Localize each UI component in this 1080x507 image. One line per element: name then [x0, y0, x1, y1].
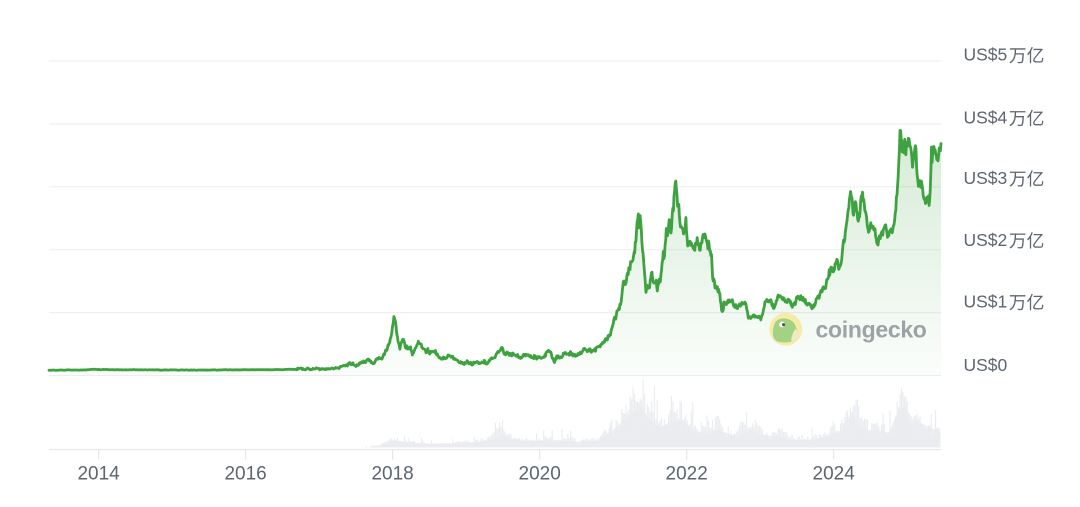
svg-text:US$3: US$3	[964, 168, 1008, 188]
svg-text:2022: 2022	[666, 464, 708, 485]
svg-text:2020: 2020	[519, 464, 561, 485]
svg-text:2016: 2016	[224, 464, 266, 485]
svg-text:US$5: US$5	[964, 45, 1008, 65]
svg-text:2014: 2014	[77, 464, 120, 485]
svg-text:US$4: US$4	[964, 107, 1008, 127]
svg-text:2018: 2018	[371, 464, 413, 485]
svg-text:US$2: US$2	[964, 230, 1008, 250]
svg-text:2024: 2024	[813, 464, 856, 485]
svg-text:coingecko: coingecko	[816, 317, 927, 343]
svg-text:US$1: US$1	[964, 292, 1008, 312]
svg-text:US$0: US$0	[964, 355, 1008, 375]
